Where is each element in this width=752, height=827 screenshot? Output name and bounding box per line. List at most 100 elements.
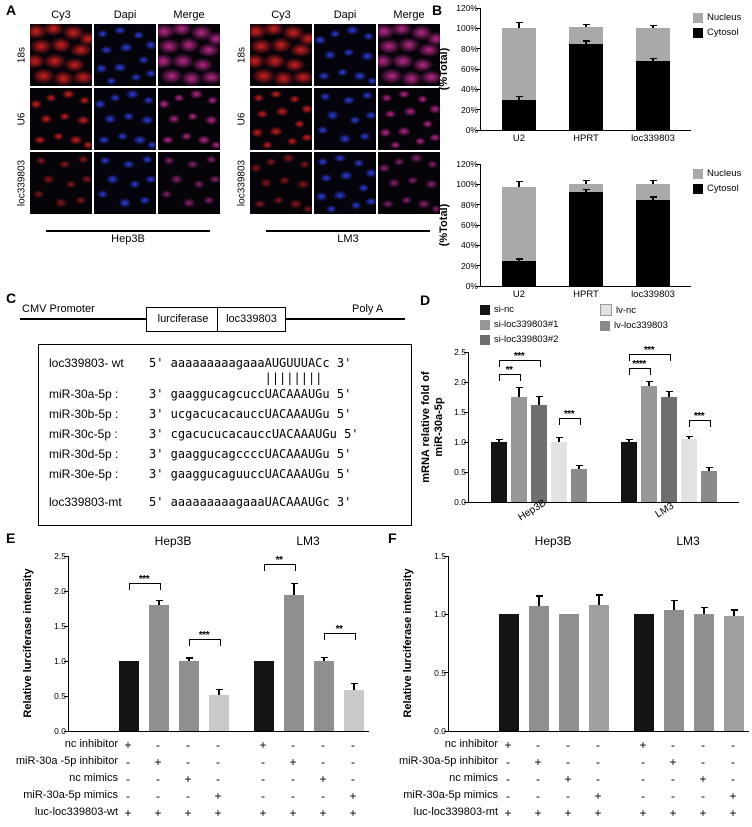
error-bar-cap bbox=[215, 688, 223, 690]
legend-label: lv-nc bbox=[616, 304, 637, 316]
micrograph-u6-merge bbox=[378, 88, 440, 150]
condition-symbol: + bbox=[259, 738, 267, 752]
condition-symbol: + bbox=[154, 755, 162, 769]
condition-symbol: + bbox=[594, 806, 602, 820]
condition-symbol: - bbox=[701, 755, 705, 769]
x-tick-label: loc339803 bbox=[631, 133, 675, 144]
error-bar-cap bbox=[515, 258, 523, 260]
y-tick-label: 0.0 bbox=[434, 726, 446, 736]
mir30a-label: miR-30a-5p : bbox=[49, 387, 119, 401]
cell-line-label-hep3b: Hep3B bbox=[111, 233, 145, 245]
significance-stars: *** bbox=[693, 411, 705, 422]
bar bbox=[149, 605, 169, 731]
row-label-loc339803: loc339803 bbox=[236, 159, 248, 207]
e-title-lm3: LM3 bbox=[296, 534, 320, 548]
condition-symbol: + bbox=[154, 806, 162, 820]
condition-symbol: - bbox=[566, 738, 570, 752]
legend-label: Cytosol bbox=[707, 183, 739, 194]
y-tick-label: 0.0 bbox=[54, 726, 66, 736]
error-bar-cap bbox=[705, 466, 713, 469]
si-nc-swatch bbox=[480, 304, 490, 315]
error-bar-cap bbox=[320, 656, 328, 658]
lm3-underline bbox=[266, 230, 430, 232]
micrograph-u6-cy3 bbox=[30, 88, 92, 150]
col-header-cy3: Cy3 bbox=[51, 9, 71, 21]
error-bar-cap bbox=[515, 96, 523, 98]
y-tick-mark bbox=[64, 730, 69, 732]
condition-symbol: + bbox=[184, 772, 192, 786]
condition-row: miR-30a -5p inhibitor - + - - - + - - bbox=[0, 755, 380, 772]
condition-symbol: - bbox=[731, 755, 735, 769]
significance-stars: *** bbox=[513, 351, 525, 362]
significance-bracket bbox=[629, 354, 671, 361]
y-tick-label: 2.5 bbox=[454, 347, 466, 357]
row-label-u6: U6 bbox=[236, 112, 248, 126]
x-tick-label: HPRT bbox=[573, 289, 599, 300]
condition-symbol: - bbox=[536, 789, 540, 803]
y-tick-label: 20% bbox=[460, 104, 478, 115]
condition-symbol: - bbox=[186, 738, 190, 752]
bar bbox=[209, 694, 229, 731]
condition-symbol: + bbox=[729, 789, 737, 803]
error-bar bbox=[585, 40, 587, 44]
y-tick-label: 120% bbox=[456, 3, 478, 13]
col-header-dapi: Dapi bbox=[113, 9, 137, 21]
y-tick-mark bbox=[64, 695, 69, 697]
y-tick-label: 120% bbox=[456, 159, 478, 169]
bar-si-loc339803#1 bbox=[511, 397, 527, 502]
nucleus-bar bbox=[569, 184, 603, 193]
panel-letter-a: A bbox=[6, 2, 17, 18]
error-bar-cap bbox=[649, 179, 657, 182]
mir30c-label: miR-30c-5p : bbox=[49, 427, 118, 441]
condition-label: luc-loc339803-mt bbox=[413, 806, 498, 818]
significance-stars: ** bbox=[505, 364, 513, 376]
condition-symbol: - bbox=[186, 755, 190, 769]
significance-stars: ** bbox=[275, 555, 283, 567]
legend-item-si-loc339803-2: si-loc339803#2 bbox=[480, 334, 558, 345]
y-tick-label: 0% bbox=[465, 281, 478, 291]
error-bar bbox=[518, 22, 520, 29]
y-tick-label: 0.5 bbox=[434, 667, 446, 678]
condition-symbol: - bbox=[351, 755, 355, 769]
micrograph-loc339803-cy3 bbox=[250, 152, 312, 214]
bar bbox=[694, 614, 714, 731]
mir30e-row: miR-30e-5p : 3' gaaggucaguuccUACAAAUGu 5… bbox=[49, 464, 401, 484]
b-bottom-legend: Nucleus Cytosol bbox=[693, 168, 741, 198]
condition-row: nc mimics - - + - - - + - bbox=[0, 772, 380, 789]
condition-row: luc-loc339803-mt + + + + + + + + bbox=[380, 806, 752, 823]
condition-symbol: - bbox=[351, 738, 355, 752]
d-legend-col2: lv-nc lv-loc339803 bbox=[600, 304, 668, 335]
micrograph-loc339803-merge bbox=[378, 152, 440, 214]
error-bar bbox=[652, 196, 654, 200]
x-tick-label: LM3 bbox=[653, 500, 676, 521]
b-top-y-axis-label: (%Total) bbox=[438, 47, 450, 91]
significance-bracket bbox=[264, 564, 296, 572]
bar-lv-nc bbox=[681, 439, 697, 502]
condition-symbol: - bbox=[261, 772, 265, 786]
bar bbox=[664, 609, 684, 731]
legend-item-nucleus: Nucleus bbox=[693, 12, 741, 23]
legend-label: si-loc339803#1 bbox=[494, 319, 559, 330]
cell-line-label-lm3: LM3 bbox=[337, 233, 359, 245]
error-bar-cap bbox=[515, 21, 523, 24]
y-tick-mark bbox=[476, 163, 481, 165]
legend-item-lv-nc: lv-nc bbox=[600, 304, 668, 316]
y-tick-mark bbox=[476, 224, 481, 226]
x-tick-label: U2 bbox=[512, 133, 526, 144]
condition-symbol: - bbox=[156, 789, 160, 803]
condition-label: miR-30a -5p inhibitor bbox=[15, 755, 118, 767]
col-header-merge: Merge bbox=[173, 9, 205, 21]
condition-label: nc mimics bbox=[449, 772, 498, 784]
mt-label: loc339803-mt bbox=[49, 495, 122, 509]
condition-symbol: + bbox=[319, 806, 327, 820]
fractionation-chart-bottom: 0% 20% 40% 60% 80% 100% 120% U2 HPRT loc339803 bbox=[456, 159, 691, 300]
cytosol-bar bbox=[569, 43, 603, 130]
condition-symbol: - bbox=[671, 738, 675, 752]
error-bar-cap bbox=[535, 395, 543, 397]
y-tick-mark bbox=[476, 129, 481, 131]
mir30a-row: miR-30a-5p : 3' gaaggucagcuccUACAAAUGu 5… bbox=[49, 384, 401, 404]
x-tick-label: loc339803 bbox=[631, 289, 675, 300]
y-tick-mark bbox=[64, 590, 69, 592]
error-bar-cap bbox=[155, 599, 163, 602]
error-bar-cap bbox=[582, 179, 590, 182]
